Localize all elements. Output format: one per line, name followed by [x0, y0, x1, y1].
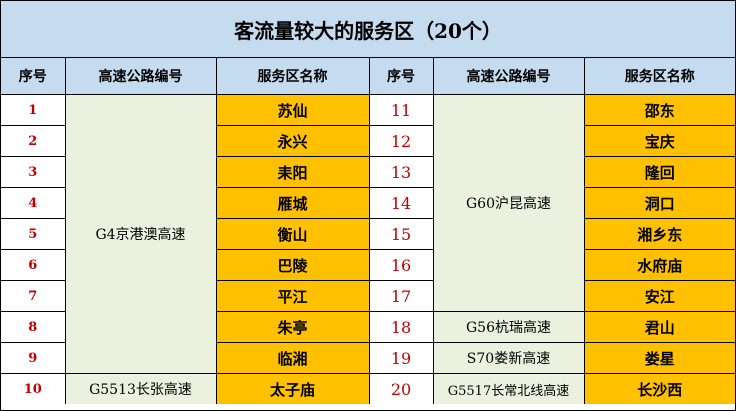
row-seq: 20 [368, 373, 434, 404]
highway-cell: G56杭瑞高速 [432, 311, 585, 343]
table-row: 4 雁城 14 洞口 [1, 187, 735, 219]
service-area-name: 临湘 [215, 342, 370, 374]
row-seq: 17 [368, 280, 434, 312]
service-area-name: 湘乡东 [583, 218, 735, 250]
row-seq: 3 [1, 156, 66, 188]
service-area-name: 长沙西 [583, 373, 735, 404]
service-area-name: 雁城 [215, 187, 370, 219]
header-row: 序号 高速公路编号 服务区名称 序号 高速公路编号 服务区名称 [1, 58, 735, 95]
service-area-name: 衡山 [215, 218, 370, 250]
service-area-name: 隆回 [583, 156, 735, 188]
service-area-name: 宝庆 [583, 125, 735, 157]
row-seq: 16 [368, 249, 434, 281]
header-highway: 高速公路编号 [64, 58, 217, 95]
service-area-name: 朱亭 [215, 311, 370, 343]
service-area-name: 邵东 [583, 94, 735, 126]
highway-cell: G5513长张高速 [64, 373, 217, 404]
service-area-name: 永兴 [215, 125, 370, 157]
row-seq: 13 [368, 156, 434, 188]
table-title: 客流量较大的服务区（20个） [1, 1, 735, 58]
table-row: 9 临湘 19 S70娄新高速 娄星 [1, 342, 735, 374]
row-seq: 19 [368, 342, 434, 374]
highway-cell: S70娄新高速 [432, 342, 585, 374]
header-highway: 高速公路编号 [432, 58, 585, 95]
header-seq: 序号 [1, 58, 66, 95]
table-row: 7 平江 17 安江 [1, 280, 735, 312]
table-row: 10 G5513长张高速 太子庙 20 G5517长常北线高速 长沙西 [1, 373, 735, 404]
row-seq: 1 [1, 94, 66, 126]
table-row: 1 G4京港澳高速 苏仙 11 G60沪昆高速 邵东 [1, 94, 735, 374]
table-row: 8 朱亭 18 G56杭瑞高速 君山 [1, 311, 735, 343]
service-area-name: 平江 [215, 280, 370, 312]
service-area-name: 娄星 [583, 342, 735, 374]
row-seq: 8 [1, 311, 66, 343]
row-seq: 9 [1, 342, 66, 374]
row-seq: 5 [1, 218, 66, 250]
service-area-name: 安江 [583, 280, 735, 312]
row-seq: 15 [368, 218, 434, 250]
highway-cell: G5517长常北线高速 [432, 373, 585, 404]
header-name: 服务区名称 [583, 58, 735, 95]
service-area-name: 太子庙 [215, 373, 370, 404]
service-area-name: 君山 [583, 311, 735, 343]
row-seq: 12 [368, 125, 434, 157]
service-area-name: 耒阳 [215, 156, 370, 188]
highway-cell: G4京港澳高速 [64, 94, 217, 374]
row-seq: 14 [368, 187, 434, 219]
service-area-table: 序号 高速公路编号 服务区名称 序号 高速公路编号 服务区名称 1 G4京港澳高… [1, 58, 735, 404]
service-area-name: 水府庙 [583, 249, 735, 281]
row-seq: 2 [1, 125, 66, 157]
table-row: 5 衡山 15 湘乡东 [1, 218, 735, 250]
row-seq: 4 [1, 187, 66, 219]
row-seq: 18 [368, 311, 434, 343]
highway-cell: G60沪昆高速 [432, 94, 585, 312]
row-seq: 11 [368, 94, 434, 126]
header-seq: 序号 [368, 58, 434, 95]
header-name: 服务区名称 [215, 58, 370, 95]
service-area-name: 洞口 [583, 187, 735, 219]
table-row: 6 巴陵 16 水府庙 [1, 249, 735, 281]
service-area-name: 巴陵 [215, 249, 370, 281]
row-seq: 7 [1, 280, 66, 312]
row-seq: 6 [1, 249, 66, 281]
service-area-name: 苏仙 [215, 94, 370, 126]
row-seq: 10 [1, 373, 66, 404]
